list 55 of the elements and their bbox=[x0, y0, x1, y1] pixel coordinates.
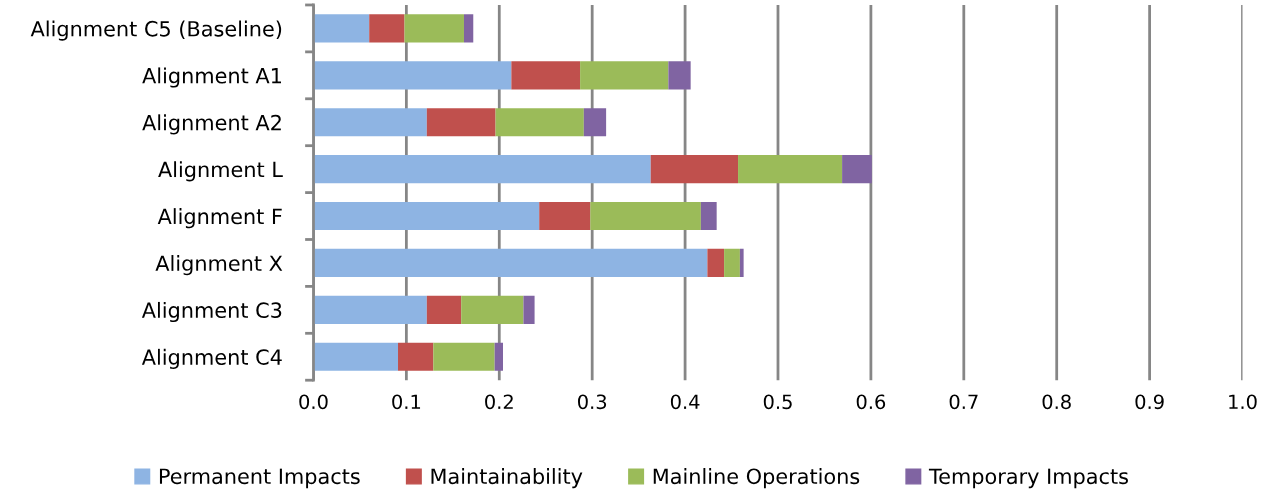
bar bbox=[313, 295, 427, 324]
bar bbox=[700, 201, 717, 231]
bar bbox=[724, 248, 740, 278]
bar bbox=[313, 155, 651, 184]
bar bbox=[404, 14, 464, 43]
x-tick-label: 0.2 bbox=[485, 394, 513, 410]
y-tick-label: Alignment A1 bbox=[142, 67, 281, 88]
bar bbox=[369, 14, 405, 43]
bar bbox=[668, 61, 691, 90]
bar bbox=[739, 248, 744, 278]
bar bbox=[511, 61, 581, 90]
bar bbox=[539, 201, 591, 231]
bar bbox=[313, 14, 370, 43]
bar bbox=[313, 342, 399, 371]
x-tick-label: 0.6 bbox=[856, 394, 886, 410]
legend-label: Temporary Impacts bbox=[928, 468, 1128, 489]
x-tick-label: 0.5 bbox=[763, 394, 792, 410]
bar bbox=[590, 201, 701, 231]
bar bbox=[433, 342, 495, 371]
y-tick-label: Alignment F bbox=[157, 208, 282, 229]
legend-label: Permanent Impacts bbox=[159, 468, 360, 489]
x-tick-label: 0.9 bbox=[1135, 394, 1164, 410]
x-tick-label: 1.0 bbox=[1229, 394, 1257, 410]
bar bbox=[523, 295, 535, 324]
bar bbox=[738, 155, 843, 184]
y-tick-label: Alignment L bbox=[158, 161, 283, 182]
x-tick-label: 0.7 bbox=[949, 394, 978, 410]
bar bbox=[650, 155, 739, 184]
bar bbox=[313, 248, 708, 278]
legend-label: Maintainability bbox=[431, 468, 583, 489]
bar bbox=[398, 342, 434, 371]
x-tick-label: 0.8 bbox=[1042, 394, 1071, 410]
bar bbox=[842, 155, 872, 184]
y-tick-label: Alignment C4 bbox=[141, 348, 282, 369]
x-tick-label: 0.4 bbox=[670, 394, 700, 410]
bar bbox=[583, 108, 607, 137]
x-tick-label: 0.3 bbox=[578, 394, 607, 410]
bar bbox=[495, 108, 584, 137]
y-tick-label: Alignment A2 bbox=[142, 114, 281, 135]
bar bbox=[461, 295, 524, 324]
bar bbox=[313, 108, 427, 137]
y-tick-label: Alignment C5 (Baseline) bbox=[30, 20, 282, 41]
bar bbox=[707, 248, 725, 278]
bar bbox=[313, 201, 540, 231]
bar bbox=[426, 108, 496, 137]
y-tick-label: Alignment X bbox=[155, 255, 283, 276]
x-tick-label: 0.0 bbox=[299, 394, 328, 410]
x-tick-label: 0.1 bbox=[392, 394, 421, 410]
bar bbox=[494, 342, 503, 371]
bar bbox=[463, 14, 474, 43]
y-tick-label: Alignment C3 bbox=[141, 301, 282, 323]
bar bbox=[313, 61, 512, 90]
bar bbox=[580, 61, 669, 90]
bar bbox=[426, 295, 462, 324]
legend-label: Mainline Operations bbox=[653, 468, 860, 489]
